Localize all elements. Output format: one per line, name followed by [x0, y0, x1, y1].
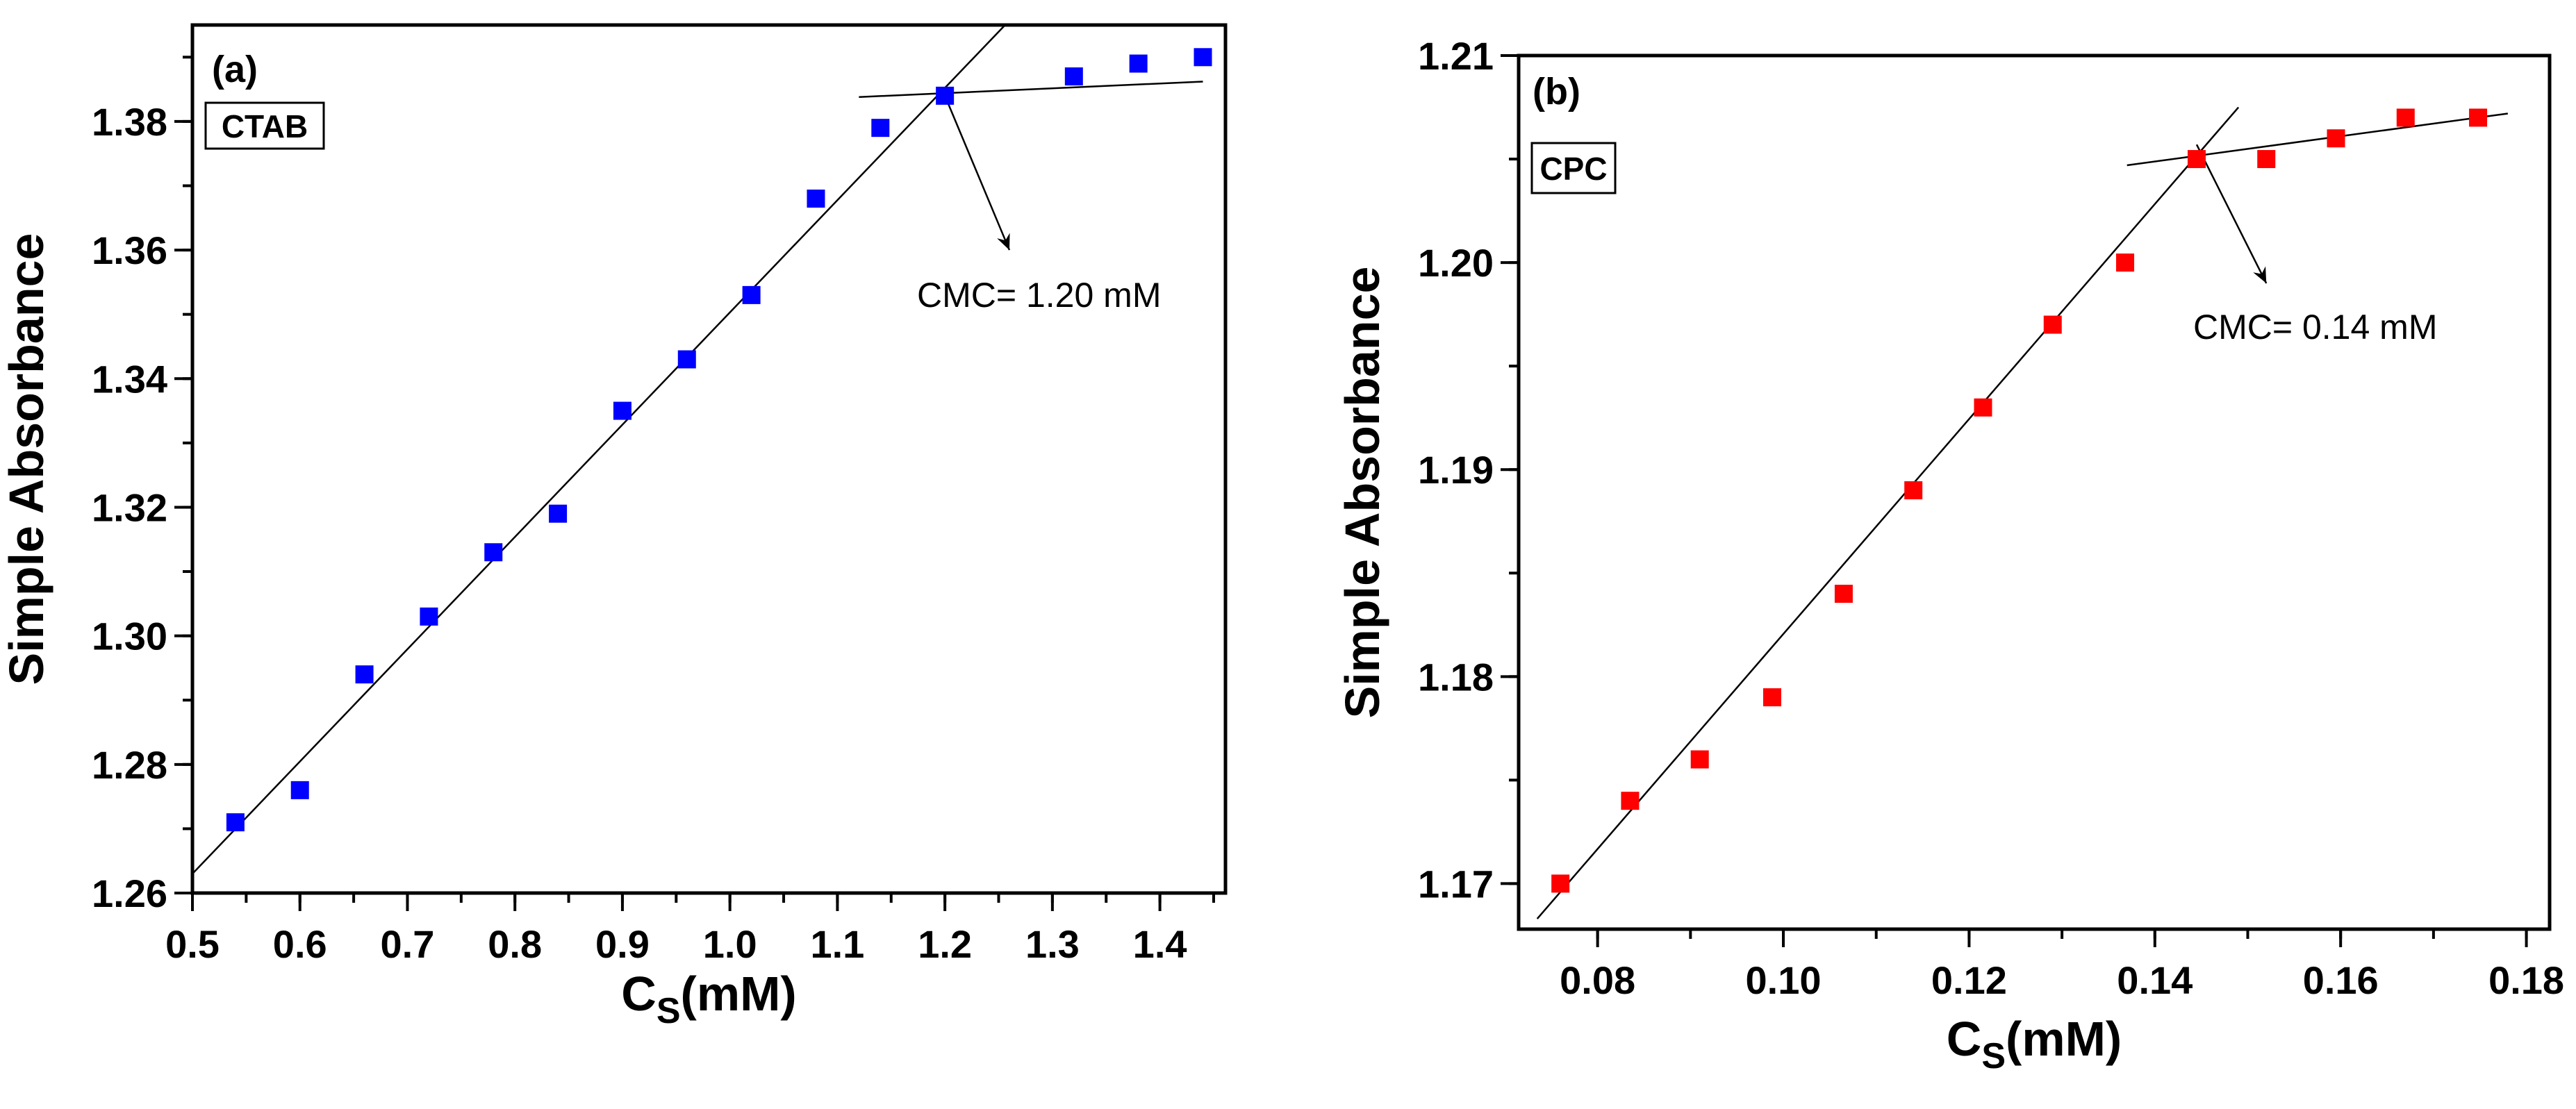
- y-axis-label: Simple Absorbance: [0, 233, 53, 685]
- x-tick-label: 1.1: [810, 922, 864, 966]
- data-point: [2116, 253, 2135, 272]
- data-point: [871, 119, 890, 137]
- fit-line: [192, 24, 1006, 875]
- plot-frame: [190, 23, 1228, 895]
- x-axis-label-main: C: [621, 967, 657, 1021]
- x-axis-label-unit: (mM): [681, 967, 797, 1021]
- data-point: [2327, 129, 2345, 148]
- data-point: [1834, 585, 1853, 603]
- x-tick-label: 0.16: [2303, 958, 2379, 1002]
- y-tick-label: 1.38: [92, 100, 167, 144]
- x-tick-label: 0.18: [2488, 958, 2564, 1002]
- panel-b: 0.08 0.10 0.12 0.14 0.16 0.18 1.17 1.18 1.19 1.20…: [1335, 34, 2564, 1076]
- panel-a: 0.5 0.6 0.7 0.8 0.9 1.0 1.1 1.2 1.3 1.4 1.26 1.28 1.…: [0, 23, 1228, 1031]
- x-tick-label: 1.4: [1133, 922, 1187, 966]
- x-tick-label: 0.5: [165, 922, 220, 966]
- legend-label: CPC: [1539, 151, 1607, 187]
- plot-frame: [1517, 53, 2552, 931]
- x-tick-label: 0.6: [273, 922, 327, 966]
- fit-line: [859, 81, 1203, 98]
- cmc-annotation: CMC= 0.14 mM: [2193, 308, 2437, 347]
- data-point: [1690, 750, 1709, 769]
- data-point: [613, 401, 631, 420]
- cmc-annotation: CMC= 1.20 mM: [917, 276, 1161, 315]
- x-tick-label: 0.08: [1560, 958, 1635, 1002]
- y-tick-label: 1.36: [92, 228, 167, 272]
- x-axis-label-subscript: S: [1981, 1036, 2006, 1076]
- y-tick-label: 1.18: [1418, 655, 1494, 699]
- fit-line: [1536, 106, 2240, 919]
- data-point: [1064, 67, 1083, 86]
- x-tick-label: 0.14: [2117, 958, 2193, 1002]
- legend-label: CTAB: [222, 108, 308, 144]
- cmc-arrow: [943, 95, 1011, 251]
- x-tick-label: 0.7: [381, 922, 435, 966]
- x-tick-label: 1.3: [1025, 922, 1080, 966]
- y-tick-label: 1.21: [1418, 34, 1494, 78]
- data-point: [807, 190, 825, 208]
- x-tick-label: 1.0: [703, 922, 757, 966]
- data-point: [1762, 688, 1781, 707]
- legend-box: [1530, 142, 1617, 194]
- data-point: [290, 781, 309, 799]
- x-axis-label: CS(mM): [1947, 1012, 2122, 1076]
- x-axis-label-main: C: [1947, 1012, 1982, 1066]
- data-point: [355, 665, 374, 684]
- panel-label: (b): [1533, 71, 1580, 112]
- y-tick-label: 1.32: [92, 485, 167, 529]
- data-point: [742, 285, 761, 304]
- data-point: [2469, 108, 2488, 127]
- y-tick-label: 1.26: [92, 872, 167, 915]
- data-point: [420, 607, 438, 626]
- y-tick-label: 1.28: [92, 743, 167, 787]
- x-tick-label: 0.8: [488, 922, 542, 966]
- x-axis-label-subscript: S: [657, 991, 681, 1031]
- x-tick-label: 0.9: [595, 922, 650, 966]
- data-point: [936, 86, 955, 105]
- data-point: [677, 350, 696, 369]
- y-tick-label: 1.19: [1418, 448, 1494, 492]
- data-point: [2396, 108, 2415, 127]
- data-point: [226, 813, 245, 832]
- data-point: [2257, 150, 2276, 169]
- data-point: [1974, 398, 1992, 417]
- x-tick-label: 1.2: [918, 922, 972, 966]
- x-tick-label: 0.10: [1746, 958, 1822, 1002]
- fit-line: [2127, 112, 2509, 167]
- data-point: [1551, 874, 1570, 893]
- data-point: [549, 504, 568, 523]
- data-point: [2043, 315, 2062, 334]
- x-axis-label-unit: (mM): [2006, 1012, 2122, 1066]
- y-tick-label: 1.34: [92, 357, 167, 401]
- data-point: [1194, 48, 1212, 67]
- data-point: [484, 543, 503, 562]
- data-point: [1621, 792, 1640, 810]
- legend-box: [204, 101, 325, 150]
- x-axis-label: CS(mM): [621, 967, 796, 1031]
- y-tick-label: 1.20: [1418, 241, 1494, 285]
- data-point: [2187, 150, 2206, 169]
- y-axis-label: Simple Absorbance: [1335, 267, 1389, 719]
- y-tick-label: 1.30: [92, 615, 167, 658]
- data-point: [1904, 481, 1923, 500]
- y-tick-label: 1.17: [1418, 862, 1494, 906]
- panel-label: (a): [212, 49, 258, 90]
- data-point: [1129, 54, 1148, 73]
- x-tick-label: 0.12: [1931, 958, 2007, 1002]
- cmc-arrow: [2195, 144, 2268, 284]
